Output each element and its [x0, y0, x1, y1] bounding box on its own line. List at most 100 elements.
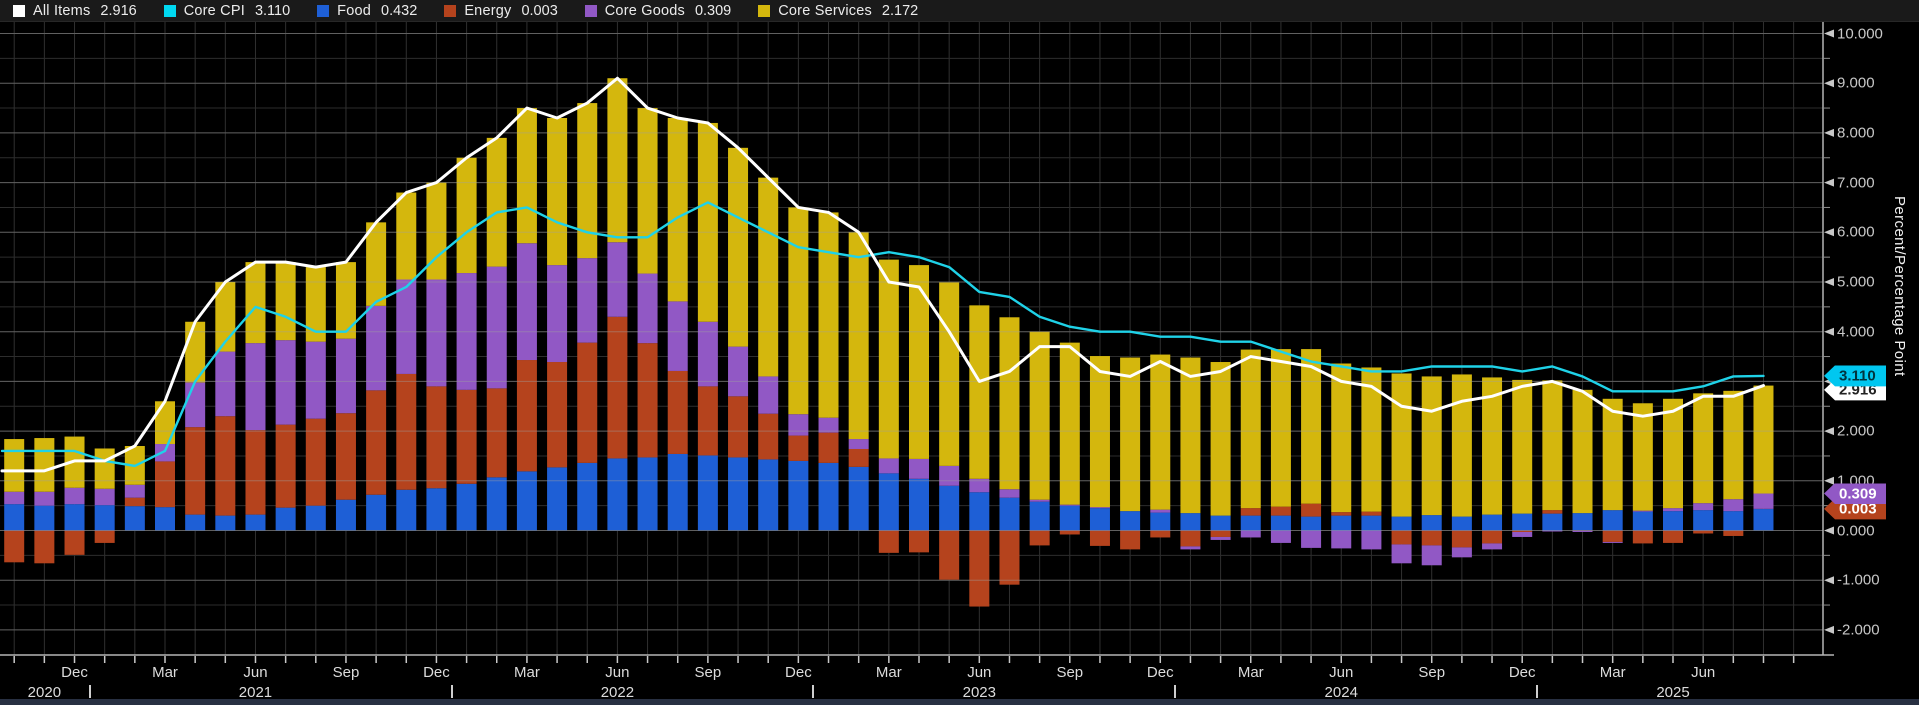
data-lines [0, 76, 1765, 473]
bar-segment-food [818, 462, 839, 531]
bar-segment-energy [939, 530, 960, 580]
bar-segment-food [577, 462, 598, 531]
bar-segment-core-services [999, 317, 1020, 490]
bar-segment-core-services [305, 267, 326, 342]
y-major-tick [1824, 327, 1834, 336]
bar-segment-food [1512, 513, 1533, 531]
x-year-label: 2024 [1324, 684, 1358, 701]
legend-value: 2.916 [100, 2, 137, 19]
bar-segment-core-services [1331, 363, 1352, 513]
bar-segment-core-goods [1482, 543, 1503, 550]
all-items-swatch-icon [13, 4, 25, 17]
legend-item-core-cpi[interactable]: Core CPI 3.110 [163, 3, 290, 19]
bar-segment-energy [1482, 530, 1503, 544]
bar-segment-core-goods [577, 258, 598, 343]
bar-segment-core-services [667, 117, 688, 302]
bar-segment-food [1542, 513, 1563, 531]
bar-segment-core-goods [1542, 530, 1563, 532]
bar-segment-food [969, 492, 990, 531]
bar-segment-core-services [456, 157, 477, 274]
bar-segment-food [64, 504, 85, 531]
legend-item-core-services[interactable]: Core Services 2.172 [758, 3, 918, 19]
bar-segment-food [999, 497, 1020, 531]
bar-segment-core-goods [547, 265, 568, 363]
bar-segment-energy [909, 530, 929, 553]
bar-segment-core-goods [1693, 503, 1714, 511]
bar-segment-energy [64, 530, 85, 555]
stacked-bars [4, 78, 1774, 607]
bar-segment-food [1180, 513, 1201, 531]
legend-item-energy[interactable]: Energy 0.003 [444, 2, 558, 19]
bar-segment-core-goods [396, 279, 417, 374]
bar-segment-core-goods [999, 489, 1020, 498]
bar-segment-core-services [426, 182, 447, 280]
legend-label: Core Services [778, 2, 872, 19]
legend-item-all-items[interactable]: All Items 2.916 [13, 3, 137, 19]
bar-segment-energy [1723, 530, 1744, 536]
bar-segment-food [1120, 511, 1141, 531]
bar-segment-core-services [607, 78, 628, 243]
bar-segment-core-goods [155, 444, 175, 462]
bar-segment-core-goods [64, 487, 85, 505]
bar-segment-food [245, 514, 266, 531]
bar-segment-core-goods [969, 478, 990, 493]
x-month-label: Jun [1691, 664, 1716, 681]
bar-segment-core-goods [1029, 499, 1050, 502]
legend-item-core-goods[interactable]: Core Goods 0.309 [584, 2, 732, 19]
bar-segment-food [697, 455, 718, 531]
bar-segment-food [1361, 515, 1382, 531]
bar-segment-energy [1542, 510, 1563, 514]
x-month-label: Dec [785, 664, 812, 681]
bar-segment-energy [1089, 530, 1110, 546]
bar-segment-core-services [1602, 398, 1623, 511]
bar-segment-core-services [1451, 374, 1472, 517]
bar-segment-food [1301, 516, 1322, 531]
y-tick-label: 6.000 [1837, 223, 1875, 241]
bar-segment-core-services [1512, 379, 1533, 514]
bar-segment-food [607, 458, 628, 531]
bar-segment-food [1391, 516, 1412, 531]
bar-segment-core-goods [1059, 504, 1080, 506]
y-tick-label: 9.000 [1837, 74, 1875, 92]
bar-segment-core-goods [456, 273, 477, 390]
bar-segment-food [1632, 511, 1653, 531]
y-major-tick [1824, 79, 1834, 88]
core-services-swatch-icon [758, 4, 771, 17]
bar-segment-core-goods [667, 301, 688, 371]
bar-segment-core-services [366, 222, 387, 306]
bar-segment-core-services [878, 259, 899, 459]
bar-segment-core-goods [94, 488, 115, 506]
bar-segment-energy [1632, 530, 1653, 544]
bar-segment-core-services [1120, 357, 1141, 512]
bar-segment-energy [4, 530, 25, 563]
legend-value: 0.309 [694, 2, 732, 19]
bar-segment-core-goods [939, 465, 960, 486]
value-badge: 0.309 [1824, 483, 1886, 505]
legend-item-food[interactable]: Food 0.432 [317, 3, 417, 19]
bar-segment-core-services [1542, 380, 1563, 511]
y-tick-label: -1.000 [1837, 571, 1880, 589]
x-year-label: 2022 [600, 684, 635, 701]
bar-segment-core-services [1240, 349, 1261, 509]
bar-segment-food [426, 488, 447, 531]
legend-value: 0.003 [521, 2, 558, 19]
bar-segment-core-goods [1602, 541, 1623, 543]
bar-segment-energy [1240, 508, 1261, 516]
bar-segment-core-services [1693, 393, 1714, 504]
x-month-label: Jun [967, 664, 992, 681]
bar-segment-energy [818, 432, 839, 463]
bar-segment-core-services [1210, 362, 1231, 516]
legend-value: 0.432 [381, 2, 418, 19]
bar-segment-energy [1663, 530, 1683, 543]
bar-segment-food [124, 506, 145, 531]
bar-segment-core-services [4, 439, 25, 492]
bar-segment-energy [245, 430, 266, 515]
bar-segment-energy [758, 413, 779, 460]
bar-segment-core-goods [697, 321, 718, 387]
bar-segment-energy [878, 530, 899, 553]
bar-segment-energy [516, 360, 537, 472]
bar-segment-food [275, 507, 296, 531]
bar-segment-food [94, 505, 115, 531]
y-major-tick [1824, 228, 1834, 237]
